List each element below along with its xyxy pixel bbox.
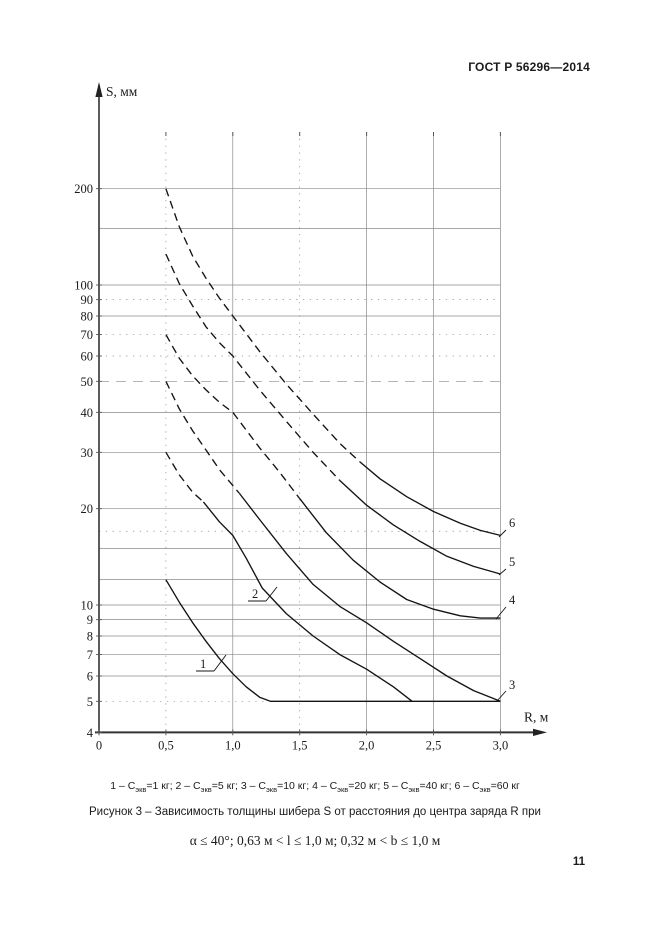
curve-label-leader [213,654,227,672]
curve-label-6: 6 [509,516,515,530]
curve-label-4: 4 [509,593,516,607]
curve-label-1: 1 [200,657,206,671]
y-tick-label: 7 [87,648,93,662]
curve-3 [238,493,501,702]
x-tick-label: 1,5 [292,738,308,752]
curve-6 [359,461,501,537]
y-tick-label: 6 [87,669,93,683]
curve-5 [339,480,501,575]
curve-5-extrapolated [165,253,341,481]
curve-label-leader [498,568,507,576]
figure-3-chart: 200 100 90 80 70 60 50 40 30 20 10 9 8 7 6 5 4 0 0,5 1,0 1,5… [74,82,549,752]
curve-label-5: 5 [509,555,515,569]
curve-2-extrapolated [165,451,204,503]
curve-label-leader [265,586,278,602]
y-tick-label: 9 [87,613,93,627]
legend-subscript: экв [408,785,420,795]
y-tick-label: 20 [81,502,94,516]
curve-label-leader [496,690,507,702]
legend-subscript: экв [479,785,491,795]
y-tick-label: 30 [81,446,94,460]
y-tick-label: 40 [81,406,94,420]
curve-4 [299,498,501,619]
x-tick-label: 3,0 [493,738,509,752]
y-tick-label: 80 [81,310,94,324]
y-tick-label: 8 [87,630,93,644]
legend-subscript: экв [337,785,349,795]
y-tick-label: 60 [81,349,94,363]
legend-subscript: экв [265,785,278,795]
y-tick-label: 4 [87,726,94,740]
curve-label-leader [495,606,507,620]
y-axis-title: S, мм [106,84,138,99]
figure-conditions: α ≤ 40°; 0,63 м < l ≤ 1,0 м; 0,32 м < b … [189,833,441,848]
curve-2 [202,501,413,702]
x-tick-label: 0,5 [158,738,174,752]
curve-label-2: 2 [252,587,258,601]
y-tick-label: 10 [81,599,94,613]
y-tick-label: 70 [81,328,94,342]
y-axis-arrow [95,82,103,97]
y-tick-label: 200 [74,182,93,196]
legend-subscript: экв [135,785,147,795]
x-tick-label: 2,5 [426,738,442,752]
page-number: 11 [572,856,585,868]
curve-label-3: 3 [509,678,515,692]
legend-subscript: экв [200,785,212,795]
x-axis-title: R, м [524,709,549,724]
curve-label-leader [498,529,507,538]
y-tick-label: 90 [81,293,94,307]
curve-6-extrapolated [165,188,361,463]
figure-legend: 1 – Сэкв=1 кг; 2 – Сэкв=5 кг; 3 – Сэкв=1… [110,780,520,795]
figure-caption: Рисунок 3 – Зависимость толщины шибера S… [89,806,541,818]
curve-4-extrapolated [165,334,301,500]
x-tick-label: 2,0 [359,738,375,752]
x-axis-arrow [533,728,547,736]
y-tick-label: 50 [81,375,94,389]
x-tick-label: 1,0 [225,738,241,752]
x-tick-label: 0 [96,738,102,752]
curve-3-extrapolated [165,381,241,494]
y-tick-label: 100 [74,279,93,293]
y-tick-label: 5 [87,695,93,709]
page-header: ГОСТ Р 56296—2014 [468,60,590,74]
curve-1 [165,579,501,702]
